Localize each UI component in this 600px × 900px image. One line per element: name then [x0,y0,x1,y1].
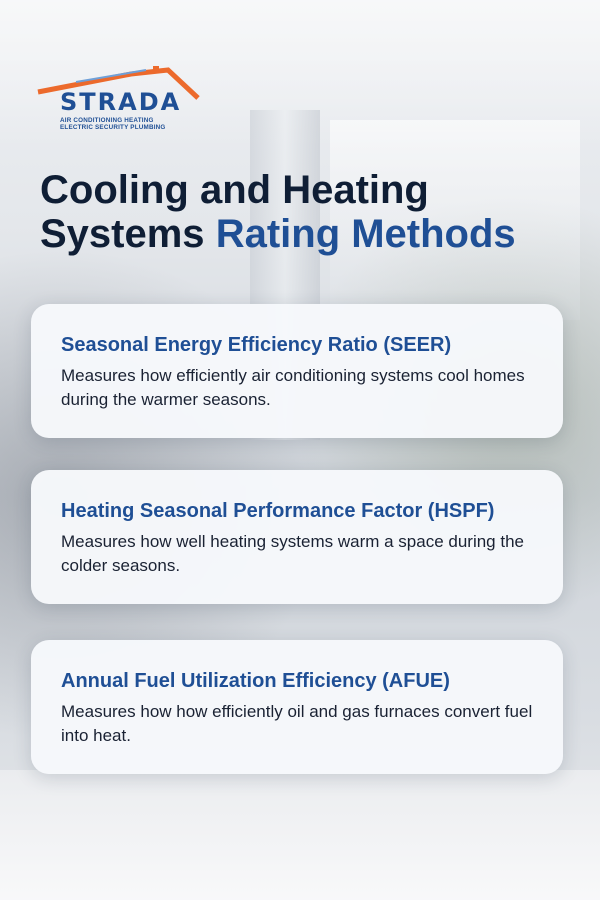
floor [0,770,600,900]
logo-tagline-1: AIR CONDITIONING HEATING [60,117,154,124]
card-description: Measures how efficiently air conditionin… [61,366,525,409]
card-title: Annual Fuel Utilization Efficiency (AFUE… [61,670,450,692]
title-line-2-accent: Rating Methods [215,212,516,256]
rating-card-hspf: Heating Seasonal Performance Factor (HSP… [31,470,563,604]
card-title: Heating Seasonal Performance Factor (HSP… [61,500,495,522]
logo-tagline-2: ELECTRIC SECURITY PLUMBING [60,124,166,131]
rating-card-afue: Annual Fuel Utilization Efficiency (AFUE… [31,640,563,774]
title-line-1: Cooling and Heating [40,168,429,212]
title-line-2-plain: Systems [40,212,205,256]
logo-brand: STRADA [60,88,182,116]
card-description: Measures how how efficiently oil and gas… [61,702,533,745]
strada-logo: STRADA AIR CONDITIONING HEATING ELECTRIC… [36,66,206,131]
card-title: Seasonal Energy Efficiency Ratio (SEER) [61,334,452,356]
window-light [330,120,580,320]
page-title: Cooling and Heating Systems Rating Metho… [40,168,516,256]
card-description: Measures how well heating systems warm a… [61,532,524,575]
roof-icon [37,66,200,100]
rating-card-seer: Seasonal Energy Efficiency Ratio (SEER) … [31,304,563,438]
